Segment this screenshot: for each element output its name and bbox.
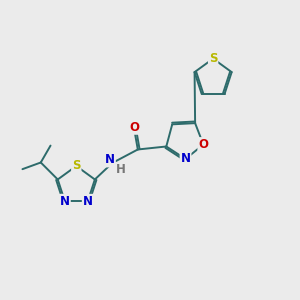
Text: N: N xyxy=(60,195,70,208)
Text: O: O xyxy=(198,138,208,151)
Text: N: N xyxy=(181,152,190,166)
Text: S: S xyxy=(209,52,218,65)
Text: N: N xyxy=(105,154,115,166)
Text: S: S xyxy=(72,160,80,172)
Text: H: H xyxy=(116,163,126,176)
Text: O: O xyxy=(129,121,139,134)
Text: N: N xyxy=(83,195,93,208)
